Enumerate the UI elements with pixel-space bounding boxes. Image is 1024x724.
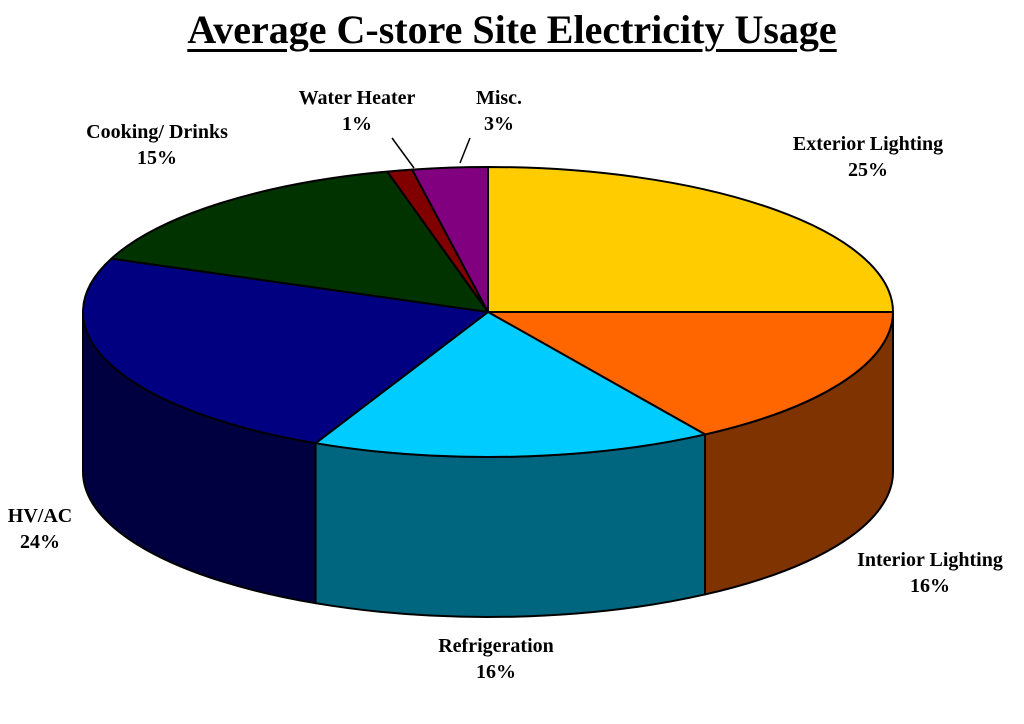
slice-label-value: 24%: [20, 531, 60, 553]
pie-slice-2: [314, 311, 707, 459]
slice-label-value: 16%: [476, 661, 516, 683]
slice-label-name: Interior Lighting: [857, 549, 1003, 571]
pie-side-2: [314, 433, 707, 619]
slice-label-6: Misc. 3%: [476, 87, 522, 135]
slice-label-2: Refrigeration 16%: [438, 635, 554, 683]
slice-label-5: Water Heater 1%: [299, 87, 416, 135]
pie-slice-0: [487, 166, 894, 313]
pie-slice-1: [487, 311, 894, 436]
leader-line-5: [391, 137, 415, 169]
pie-slice-6: [411, 166, 489, 313]
slice-label-value: 15%: [137, 147, 177, 169]
slice-label-value: 3%: [484, 113, 514, 135]
slice-label-name: Exterior Lighting: [793, 133, 943, 155]
slice-label-0: Exterior Lighting 25%: [793, 133, 943, 181]
pie-slice-3: [82, 257, 489, 445]
slice-label-4: Cooking/ Drinks 15%: [86, 121, 228, 169]
slice-label-name: Cooking/ Drinks: [86, 121, 228, 143]
slice-label-name: HV/AC: [8, 505, 72, 527]
slice-label-name: Misc.: [476, 87, 522, 109]
slice-label-value: 25%: [848, 159, 888, 181]
slice-label-1: Interior Lighting 16%: [857, 549, 1003, 597]
slice-label-value: 16%: [910, 575, 950, 597]
chart-title: Average C-store Site Electricity Usage: [187, 7, 837, 52]
leader-line-6: [459, 137, 471, 164]
slice-label-name: Refrigeration: [438, 635, 554, 657]
slice-label-3: HV/AC 24%: [8, 505, 72, 553]
slice-label-name: Water Heater: [299, 87, 416, 109]
slice-label-value: 1%: [342, 113, 372, 135]
pie-slice-4: [110, 170, 489, 313]
